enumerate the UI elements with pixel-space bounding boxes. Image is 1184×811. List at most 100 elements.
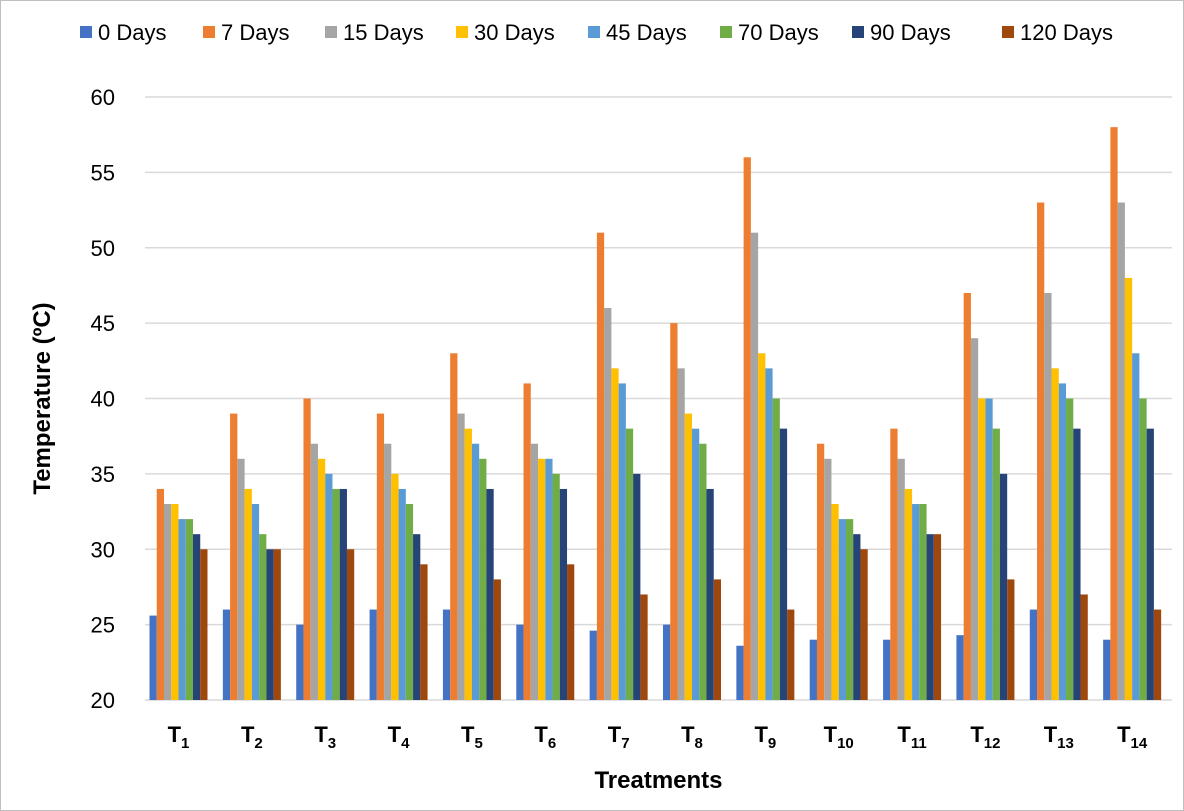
y-tick-label: 40 <box>91 387 115 412</box>
bar <box>933 534 942 700</box>
x-tick-label: T2 <box>241 722 263 752</box>
bar <box>1117 202 1125 700</box>
bar <box>816 443 825 700</box>
legend-label: 0 Days <box>98 20 166 45</box>
bar <box>831 504 839 700</box>
legend-swatch <box>588 26 600 38</box>
bar <box>178 519 186 700</box>
bar <box>471 443 480 700</box>
legend-swatch <box>852 26 864 38</box>
x-tick-label: T6 <box>534 722 556 752</box>
bar <box>552 473 560 700</box>
x-tick-label: T3 <box>314 722 336 752</box>
legend-label: 70 Days <box>738 20 819 45</box>
bar <box>809 639 817 700</box>
bar <box>149 615 157 700</box>
bar <box>398 488 406 700</box>
bar <box>237 458 245 700</box>
bar <box>589 630 597 700</box>
y-axis-title: Temperature (ºC) <box>29 302 56 494</box>
x-axis-title: Treatments <box>594 767 722 794</box>
bar <box>625 428 634 700</box>
bar <box>779 428 788 700</box>
bar <box>860 549 868 700</box>
bar <box>296 624 304 700</box>
legend-swatch <box>325 26 337 38</box>
y-tick-label: 45 <box>91 311 115 336</box>
bar <box>713 579 721 700</box>
bar <box>538 458 546 700</box>
bar <box>273 549 281 700</box>
bar <box>164 504 172 700</box>
x-tick-label: T10 <box>824 722 854 752</box>
bar <box>339 488 347 700</box>
bar <box>604 308 612 700</box>
bar <box>992 428 1000 700</box>
y-tick-label: 30 <box>91 537 115 562</box>
legend-swatch <box>1002 26 1014 38</box>
bar <box>1139 398 1147 700</box>
bar <box>853 534 861 700</box>
bar <box>405 504 414 700</box>
y-tick-label: 20 <box>91 688 115 713</box>
bar <box>251 504 260 700</box>
bar <box>670 323 678 700</box>
bar <box>970 338 979 700</box>
bar <box>420 564 428 700</box>
bar <box>985 398 993 700</box>
bar <box>303 398 311 700</box>
y-tick-label: 50 <box>91 236 115 261</box>
bar <box>765 368 773 700</box>
bar <box>193 534 201 700</box>
bar <box>677 368 685 700</box>
bar <box>611 368 619 700</box>
bar <box>545 458 553 700</box>
bar <box>1110 127 1118 700</box>
bar <box>486 488 494 700</box>
bar <box>1007 579 1015 700</box>
legend-label: 45 Days <box>606 20 687 45</box>
bar <box>699 443 707 700</box>
bar <box>266 549 274 700</box>
bar <box>530 443 539 700</box>
bar <box>479 458 487 700</box>
bar <box>450 353 458 700</box>
bar <box>838 519 846 700</box>
bar <box>1029 609 1038 700</box>
bar <box>310 443 318 700</box>
bar <box>926 534 934 700</box>
bar <box>999 473 1008 700</box>
bar <box>596 232 605 701</box>
y-tick-label: 35 <box>91 462 115 487</box>
bar <box>457 413 465 700</box>
bar <box>493 579 501 700</box>
bar <box>185 519 193 700</box>
legend-label: 120 Days <box>1020 20 1113 45</box>
legend-label: 7 Days <box>221 20 289 45</box>
bar <box>325 473 333 700</box>
bar <box>883 639 891 700</box>
x-tick-label: T14 <box>1117 722 1148 752</box>
bar <box>384 443 392 700</box>
bar <box>897 458 905 700</box>
legend-swatch <box>203 26 215 38</box>
bar <box>912 504 920 700</box>
x-tick-label: T1 <box>168 722 190 752</box>
bar <box>1132 353 1140 700</box>
x-tick-label: T13 <box>1044 722 1074 752</box>
bar <box>346 549 355 700</box>
bar <box>904 488 913 700</box>
bar <box>317 458 326 700</box>
bar <box>559 488 568 700</box>
bar <box>1124 277 1133 700</box>
bar <box>706 488 714 700</box>
bar <box>464 428 472 700</box>
bar <box>1044 292 1052 700</box>
bar <box>376 413 385 700</box>
bar <box>413 534 421 700</box>
bar <box>200 549 208 700</box>
bar <box>567 564 575 700</box>
bar <box>618 383 626 700</box>
bar <box>156 488 164 700</box>
y-tick-label: 25 <box>91 613 115 638</box>
